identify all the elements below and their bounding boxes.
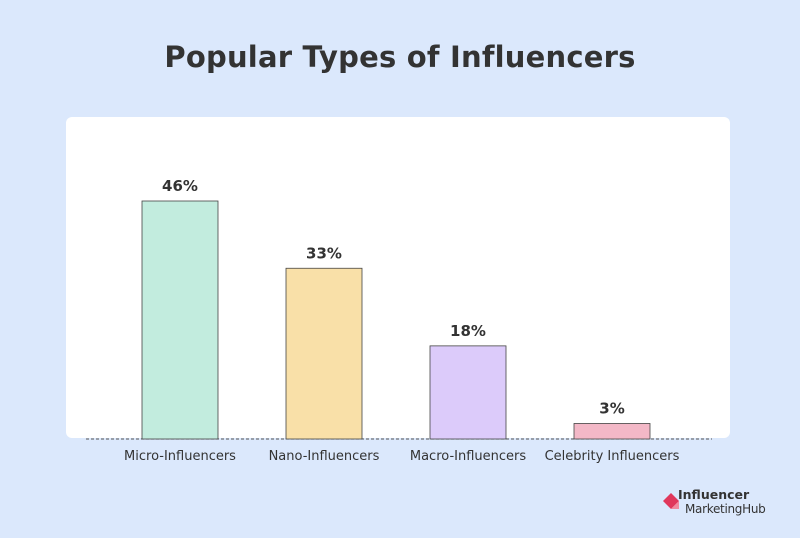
data-label-2: 18% [450,322,486,340]
category-label-3: Celebrity Influencers [545,449,680,464]
data-label-1: 33% [306,244,342,262]
chart-panel [66,117,730,438]
bar-0 [141,200,219,440]
bar-1 [285,267,363,440]
category-label-2: Macro-Influencers [410,449,527,464]
logo-text-line2: MarketingHub [685,502,766,516]
logo-text-line1: Influencer [678,487,750,502]
data-label-0: 46% [162,177,198,195]
bars-group: 46% Micro-Influencers 33% Nano-Influencers 1… [124,177,680,464]
bar-3 [573,423,651,440]
category-label-0: Micro-Influencers [124,449,236,464]
diamond-logo-icon [663,493,679,509]
bar-2 [429,345,507,440]
data-label-3: 3% [599,399,624,417]
category-label-1: Nano-Influencers [269,449,380,464]
chart-title: Popular Types of Influencers [164,40,636,74]
brand-logo: Influencer MarketingHub [663,486,793,520]
